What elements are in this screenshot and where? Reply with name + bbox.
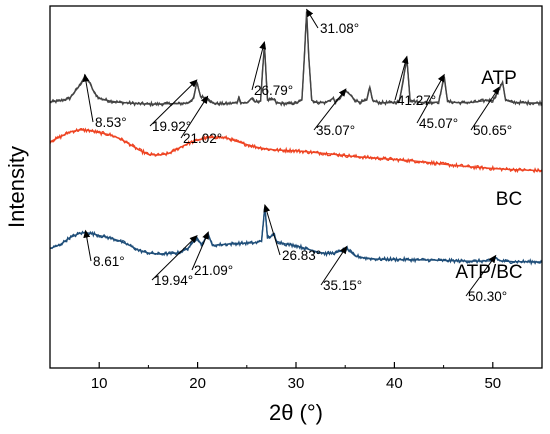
series-peaks-bc (49, 129, 543, 172)
peak-label: 35.07° (316, 123, 355, 138)
peak-label: 50.65° (473, 123, 512, 138)
peak-arrow (320, 245, 348, 286)
peak-arrow (313, 88, 347, 131)
x-tick-label: 50 (484, 375, 501, 392)
peak-label: 41.27° (397, 93, 436, 108)
peak-arrow (470, 86, 500, 131)
peak-arrow (151, 234, 198, 281)
peak-arrow (180, 95, 209, 139)
series-peaks-atp-bc (49, 206, 543, 263)
peak-arrow (191, 231, 209, 271)
x-tick-label: 10 (91, 375, 108, 392)
series-label-bc: BC (496, 189, 522, 210)
series-layer (49, 11, 543, 266)
series-line-atp (49, 16, 543, 108)
x-tick-label: 40 (386, 375, 403, 392)
plot-frame (49, 5, 543, 369)
x-tick-label: 20 (189, 375, 206, 392)
peak-arrow (416, 73, 445, 124)
x-axis-title: 2θ (°) (269, 400, 323, 425)
peak-label: 26.79° (254, 83, 293, 98)
peak-arrow (263, 203, 281, 256)
series-label-atp: ATP (481, 68, 517, 89)
peak-label: 21.09° (194, 263, 233, 278)
peak-label: 21.02° (183, 131, 222, 146)
peak-label: 19.92° (152, 119, 191, 134)
x-tick-label: 30 (288, 375, 305, 392)
peak-label: 45.07° (419, 116, 458, 131)
peak-arrow (306, 8, 319, 29)
peak-label: 31.08° (320, 21, 359, 36)
y-axis-title: Intensity (4, 146, 29, 228)
peak-arrow (394, 55, 409, 101)
series-peaks-atp (49, 11, 542, 105)
series-label-atp-bc: ATP/BC (455, 262, 522, 283)
peak-label: 8.53° (95, 115, 127, 130)
peak-arrow (83, 229, 92, 262)
peak-arrow (82, 73, 94, 123)
peak-label: 19.94° (154, 273, 193, 288)
peak-label: 8.61° (93, 254, 125, 269)
peak-label: 35.15° (323, 278, 362, 293)
peak-arrow (149, 79, 198, 127)
peak-label: 50.30° (468, 289, 507, 304)
x-axis-ticks: 10 20 30 40 50 (49, 362, 543, 392)
peak-arrow (465, 254, 497, 297)
peak-arrow (251, 41, 267, 91)
peak-label: 26.83° (282, 248, 321, 263)
annotation-layer: 8.53° 19.92°21.02° 26.79° 31.08° 35.07° 41.27… (82, 8, 512, 304)
